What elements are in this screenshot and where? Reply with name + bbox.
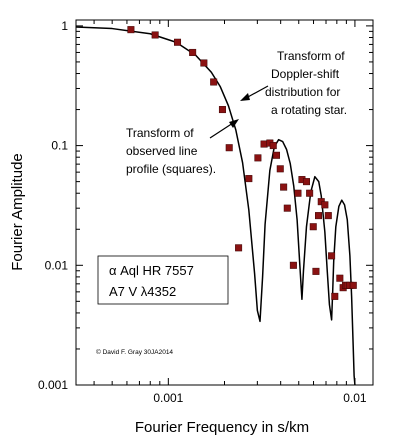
marker-layer xyxy=(127,26,357,300)
annotation-observed-line1: Transform of xyxy=(126,126,194,140)
observed-point xyxy=(349,281,357,289)
observed-point xyxy=(225,144,233,152)
observed-point xyxy=(331,292,339,300)
y-tick-label: 1 xyxy=(61,19,68,33)
y-axis-title: Fourier Amplitude xyxy=(9,153,26,271)
observed-point xyxy=(254,154,262,162)
observed-point xyxy=(210,78,218,86)
observed-point xyxy=(174,38,182,46)
annotation-doppler-arrowhead xyxy=(240,93,250,101)
annotation-observed-arrowhead xyxy=(229,119,239,128)
observed-point xyxy=(151,31,159,39)
observed-point xyxy=(294,189,302,197)
observed-point xyxy=(336,274,344,282)
x-tick-label: 0.01 xyxy=(343,391,367,405)
y-tick-label: 0.1 xyxy=(51,139,68,153)
observed-point xyxy=(283,204,291,212)
annotation-doppler-arrow xyxy=(245,85,269,99)
observed-point xyxy=(276,165,284,173)
annotation-observed-line3: profile (squares). xyxy=(126,162,216,176)
annotation-doppler-line3: distribution for xyxy=(265,85,340,99)
annotation-observed: Transform of observed line profile (squa… xyxy=(126,119,239,176)
doppler-transform-curve xyxy=(75,26,356,386)
observed-point xyxy=(315,212,322,220)
star-info-frame xyxy=(97,255,229,305)
annotation-observed-arrow xyxy=(209,122,234,139)
observed-point xyxy=(200,59,208,67)
x-tick-label: 0.001 xyxy=(153,391,183,405)
credit-text: © David F. Gray 30JA2014 xyxy=(96,348,173,356)
star-info-line2: A7 V λ4352 xyxy=(109,284,176,299)
observed-point xyxy=(280,183,288,191)
observed-point xyxy=(127,26,135,34)
observed-point xyxy=(309,223,317,231)
annotation-doppler-line2: Doppler-shift xyxy=(271,67,340,81)
annotation-doppler-line1: Transform of xyxy=(277,49,345,63)
star-info-line1: α Aql HR 7557 xyxy=(109,263,194,278)
observed-point xyxy=(306,189,314,197)
observed-point xyxy=(273,151,281,159)
observed-point xyxy=(235,244,243,252)
observed-point xyxy=(189,48,197,56)
y-tick-label: 0.001 xyxy=(38,378,68,392)
observed-point xyxy=(269,142,277,150)
observed-point xyxy=(321,201,329,209)
observed-point xyxy=(328,252,336,260)
observed-point xyxy=(312,267,320,275)
annotation-doppler: Transform of Doppler-shift distribution … xyxy=(240,49,347,117)
axes: 1 0.1 0.01 0.001 0.001 0.01 xyxy=(38,19,374,405)
observed-point xyxy=(245,175,253,183)
x-axis-title: Fourier Frequency in s/km xyxy=(135,419,309,436)
observed-point xyxy=(302,178,310,186)
observed-point xyxy=(324,212,332,220)
annotation-doppler-line4: a rotating star. xyxy=(271,103,347,117)
observed-point xyxy=(218,106,226,114)
star-info-box: α Aql HR 7557 A7 V λ4352 xyxy=(97,255,229,305)
observed-point xyxy=(289,261,297,269)
y-tick-label: 0.01 xyxy=(45,258,69,272)
curve-layer xyxy=(75,26,356,386)
annotation-observed-line2: observed line xyxy=(126,144,198,158)
